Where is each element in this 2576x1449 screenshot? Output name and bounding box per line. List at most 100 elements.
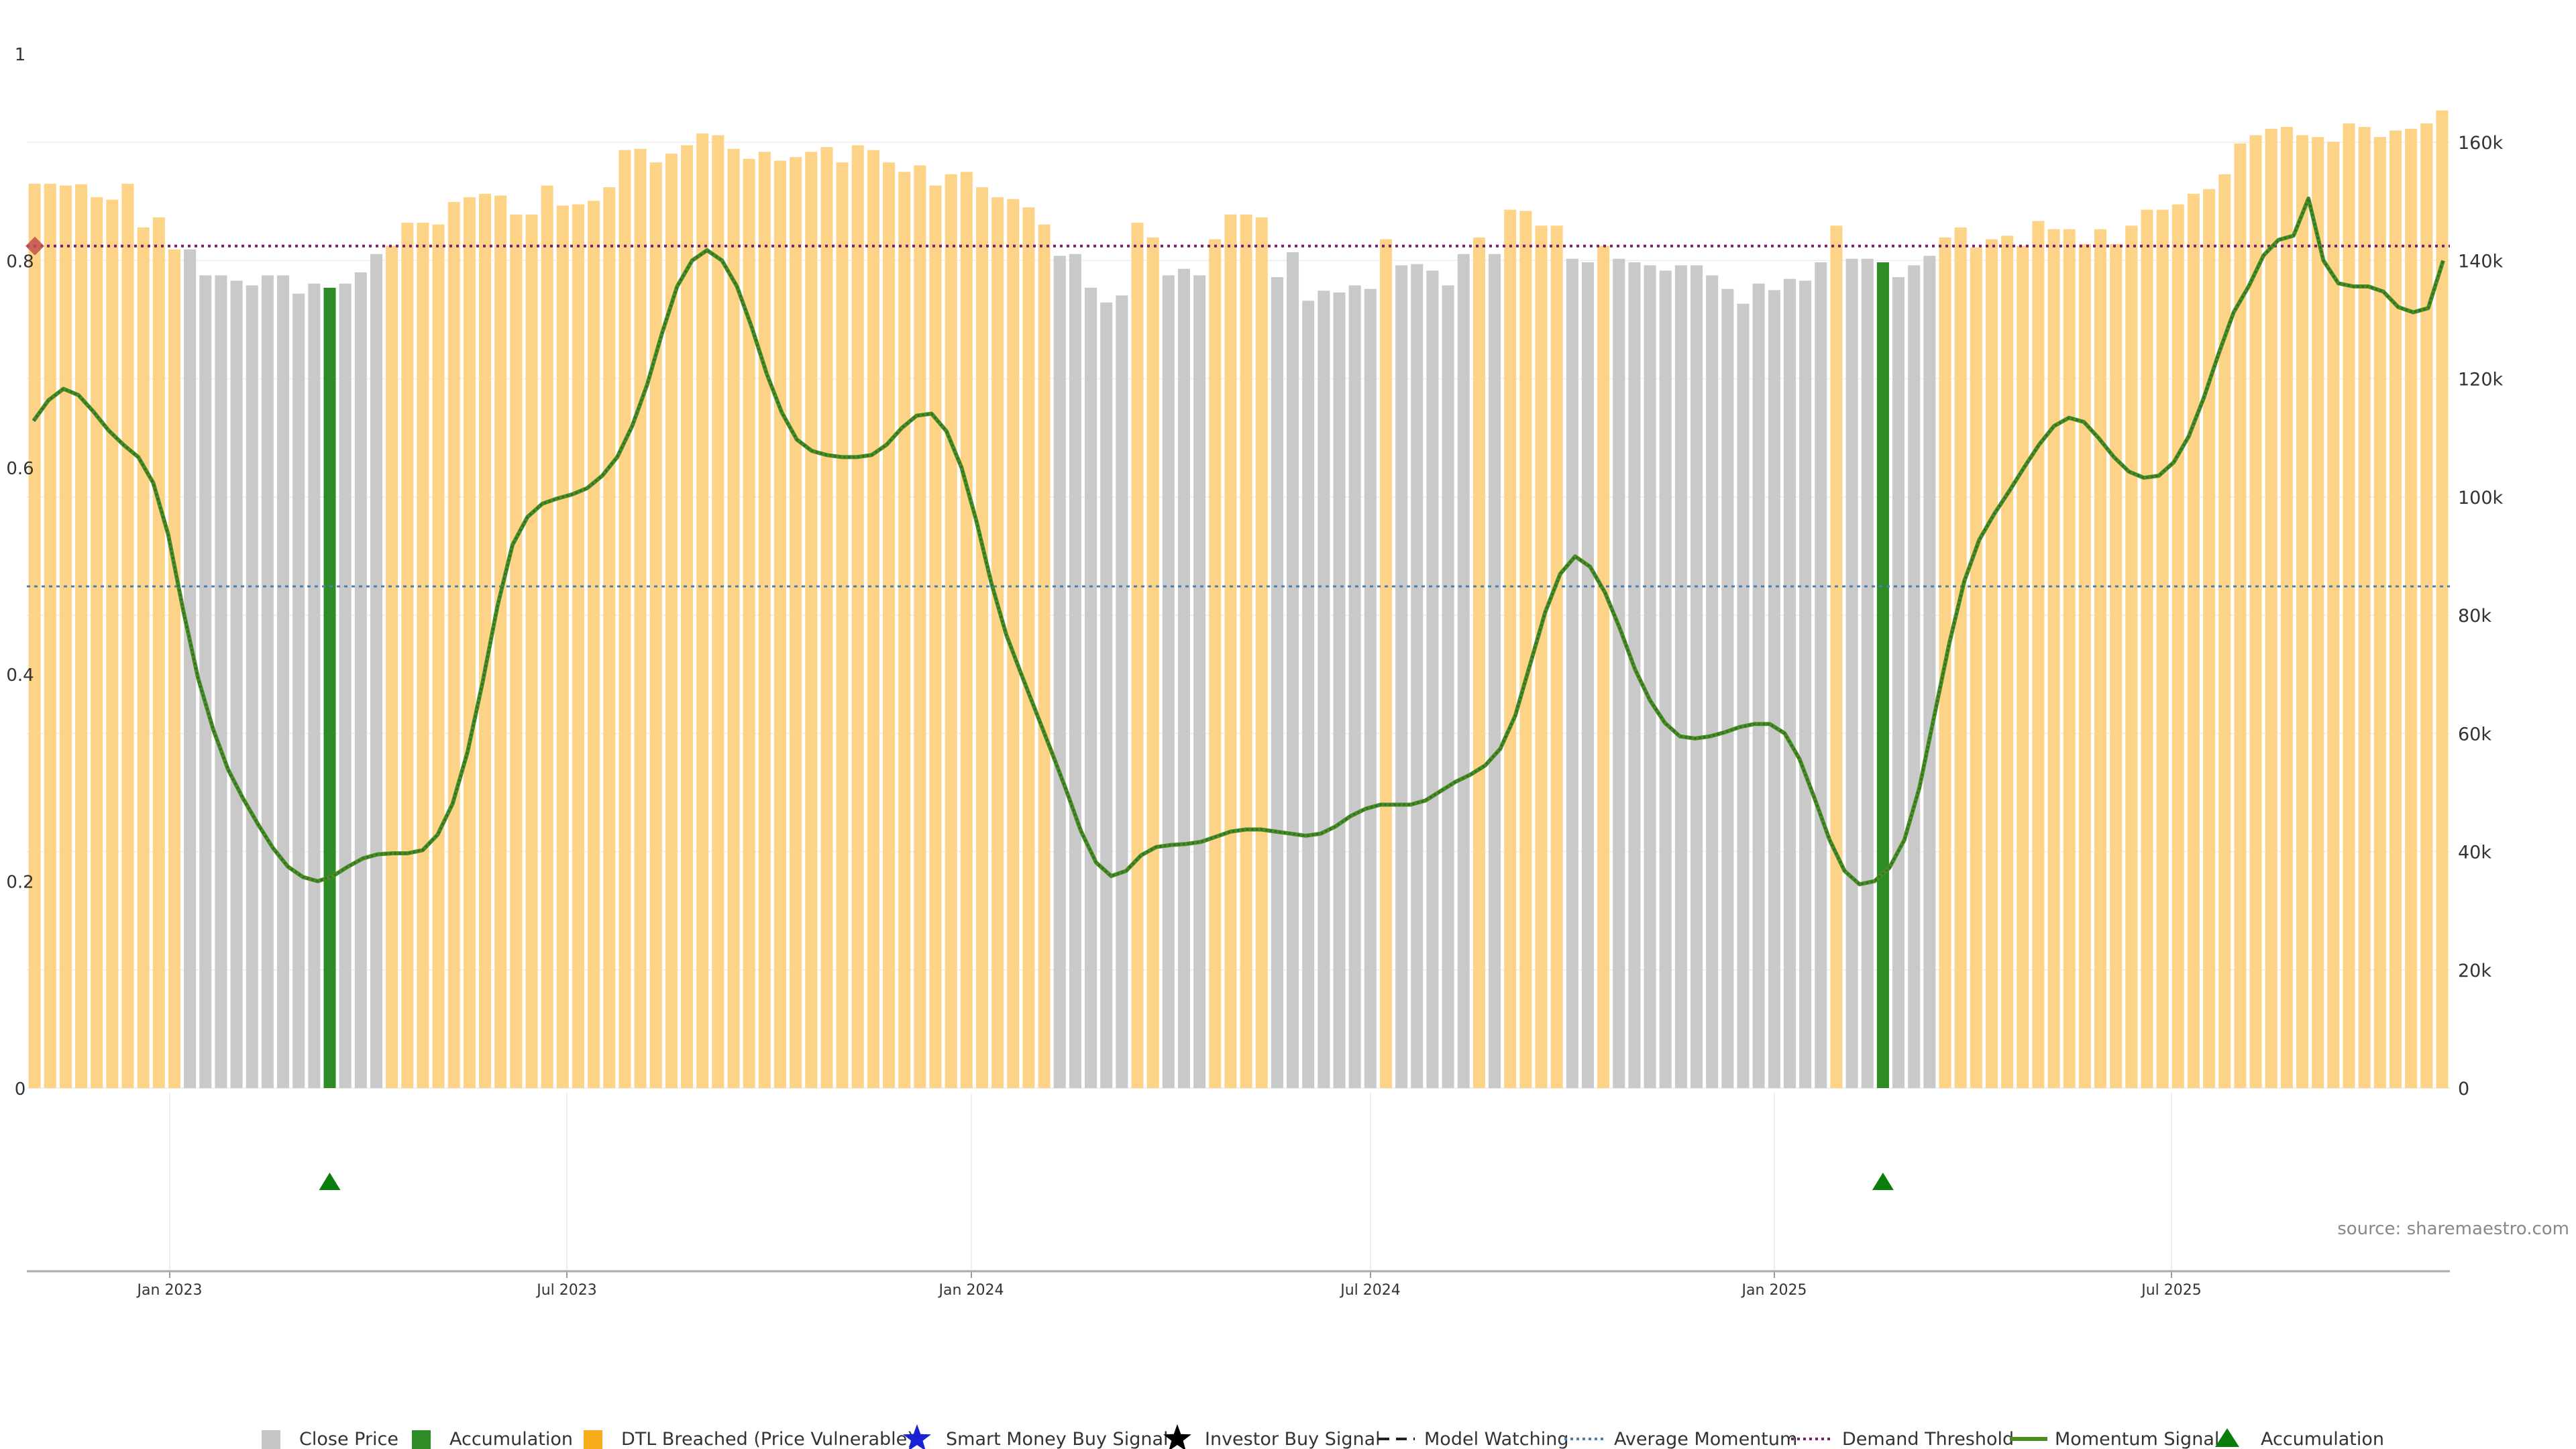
dtl-breached-bar — [1038, 224, 1051, 1089]
dtl-breached-bar — [2218, 174, 2231, 1088]
close-price-bar — [184, 249, 197, 1088]
dtl-breached-bar — [2436, 110, 2449, 1088]
dtl-breached-bar — [960, 172, 973, 1089]
legend-label: DTL Breached (Price Vulnerable) — [621, 1429, 914, 1449]
axes: 0 0.2 0.4 0.6 0.8 1 0 20k 40k 60k 80k 100k 120k 140k 1… — [6, 45, 2503, 1299]
dtl-breached-bar — [2327, 142, 2340, 1088]
dtl-breached-bar — [1224, 214, 1237, 1088]
dtl-breached-bar — [2389, 130, 2402, 1088]
y-right-tick-label: 140k — [2458, 251, 2504, 272]
dtl-breached-bar — [1007, 199, 1020, 1089]
dtl-breached-bar — [2187, 193, 2200, 1089]
dtl-breached-bar — [945, 174, 957, 1088]
close-price-bar — [1815, 262, 1827, 1088]
close-price-bar — [1426, 270, 1439, 1089]
y-right-tick-label: 160k — [2458, 133, 2504, 154]
dtl-breached-bar — [712, 135, 724, 1089]
price-bars — [28, 110, 2449, 1089]
dtl-breached-bar — [1240, 214, 1252, 1088]
dtl-breached-bar — [929, 185, 942, 1088]
legend-label: Investor Buy Signal — [1205, 1429, 1381, 1449]
star-icon — [1163, 1424, 1191, 1449]
dtl-breached-bar — [758, 152, 771, 1088]
dtl-breached-bar — [681, 145, 694, 1088]
dtl-breached-bar — [44, 183, 56, 1088]
dtl-breached-bar — [2094, 229, 2107, 1088]
dtl-breached-bar — [665, 153, 678, 1089]
dtl-breached-bar — [2358, 127, 2371, 1088]
close-price-bar — [1364, 288, 1377, 1089]
dtl-breached-bar — [137, 227, 150, 1088]
dtl-breached-bar — [401, 223, 414, 1089]
y-left-tick-label: 0.4 — [6, 665, 34, 686]
close-price-bar — [1737, 303, 1750, 1089]
close-price-bar — [1845, 258, 1858, 1088]
dtl-breached-bar — [2280, 127, 2293, 1088]
dtl-breached-bar — [2312, 137, 2324, 1088]
close-price-bar — [1085, 287, 1097, 1088]
legend-label: Model Watching — [1424, 1429, 1568, 1449]
dtl-breached-bar — [106, 199, 119, 1088]
dtl-breached-bar — [2234, 143, 2247, 1088]
y-left-tick-label: 1 — [15, 45, 26, 65]
close-price-bar — [1768, 290, 1780, 1088]
dtl-breached-bar — [1970, 248, 1982, 1088]
dtl-breached-bar — [991, 197, 1004, 1089]
close-price-bar — [1302, 301, 1315, 1088]
close-price-bar — [1861, 258, 1874, 1088]
close-price-bar — [1581, 262, 1594, 1088]
accumulation-bar — [1876, 262, 1889, 1088]
y-left-tick-label: 0.8 — [6, 252, 34, 272]
y-left-tick-label: 0 — [15, 1079, 26, 1099]
y-right-tick-label: 60k — [2458, 724, 2491, 745]
dtl-breached-bar — [2373, 137, 2386, 1088]
momentum-signal-line-dashes — [32, 195, 2445, 885]
dtl-breached-bar — [2156, 209, 2169, 1088]
legend-label: Average Momentum — [1614, 1429, 1797, 1449]
dtl-breached-bar — [479, 193, 492, 1089]
star-icon — [903, 1424, 931, 1449]
y-right-tick-label: 40k — [2458, 843, 2491, 863]
dtl-breached-bar — [2141, 209, 2153, 1088]
close-price-bar — [1411, 264, 1424, 1088]
dtl-breached-bar — [727, 148, 740, 1088]
dtl-breached-bar — [510, 214, 523, 1088]
x-tick-label: Jul 2024 — [1339, 1282, 1401, 1299]
dtl-breached-bar — [2405, 128, 2418, 1088]
legend-label: Demand Threshold — [1842, 1429, 2014, 1449]
dtl-breached-bar — [75, 184, 88, 1089]
dtl-breached-bar — [494, 195, 507, 1089]
x-tick-label: Jan 2024 — [938, 1282, 1004, 1299]
reference-lines — [25, 236, 2450, 588]
close-price-bar — [1069, 254, 1081, 1089]
close-price-bar — [1053, 256, 1066, 1089]
close-price-bar — [370, 254, 382, 1089]
dtl-breached-bar — [1985, 239, 1998, 1089]
x-tick-label: Jan 2025 — [1741, 1282, 1807, 1299]
legend-swatch — [412, 1430, 431, 1449]
close-price-bar — [1442, 285, 1454, 1089]
dtl-breached-bar — [1131, 223, 1144, 1089]
close-price-bar — [246, 285, 258, 1089]
demand-threshold-marker — [25, 236, 44, 256]
dtl-breached-bar — [820, 147, 833, 1088]
legend: Close Price Accumulation DTL Breached (Pri… — [262, 1424, 2384, 1449]
close-price-bar — [1892, 277, 1905, 1088]
legend-label: Smart Money Buy Signal — [946, 1429, 1169, 1449]
close-price-bar — [1395, 265, 1408, 1088]
y-right-tick-label: 100k — [2458, 488, 2504, 508]
close-price-bar — [1318, 290, 1330, 1089]
dtl-breached-bar — [1472, 237, 1485, 1089]
close-price-bar — [1333, 292, 1346, 1089]
dtl-breached-bar — [572, 204, 584, 1089]
close-price-bar — [1908, 265, 1921, 1088]
close-price-bar — [1193, 275, 1206, 1088]
close-price-bar — [1489, 254, 1501, 1089]
y-left-tick-label: 0.6 — [6, 459, 34, 479]
dtl-breached-bar — [2265, 128, 2277, 1088]
dtl-breached-bar — [2171, 204, 2184, 1089]
dtl-breached-bar — [851, 145, 864, 1088]
dtl-breached-bar — [2032, 221, 2045, 1089]
dtl-breached-bar — [91, 197, 103, 1089]
